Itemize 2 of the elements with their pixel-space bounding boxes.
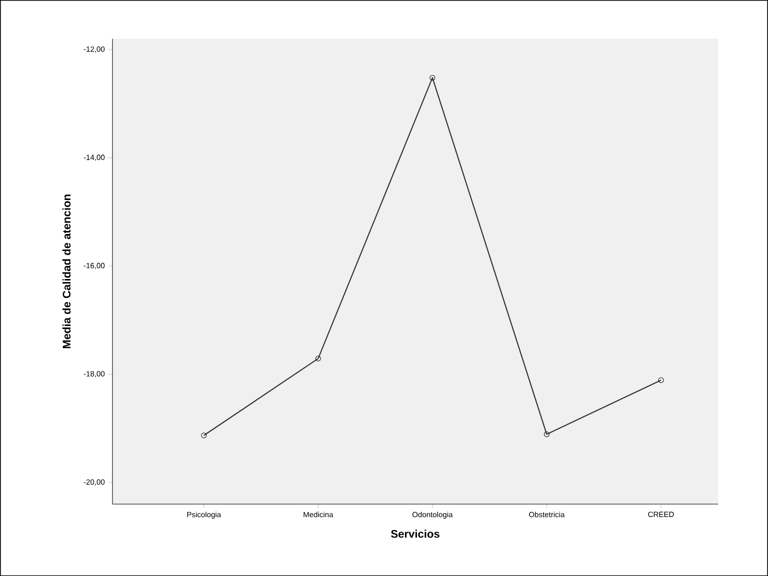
y-axis-title: Media de Calidad de atencion [62, 194, 71, 348]
x-axis-title: Servicios [391, 530, 440, 538]
